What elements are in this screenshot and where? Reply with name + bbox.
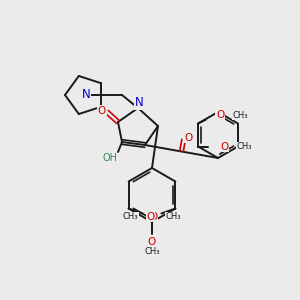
Text: CH₃: CH₃ xyxy=(123,212,138,221)
Text: O: O xyxy=(149,212,158,221)
Text: CH₃: CH₃ xyxy=(144,248,160,256)
Text: CH₃: CH₃ xyxy=(232,111,248,120)
Text: O: O xyxy=(220,142,228,152)
Text: CH₃: CH₃ xyxy=(236,142,252,151)
Text: CH₃: CH₃ xyxy=(166,212,181,221)
Text: N: N xyxy=(135,97,143,110)
Text: O: O xyxy=(148,237,156,247)
Text: O: O xyxy=(98,106,106,116)
Text: O: O xyxy=(146,212,154,221)
Text: O: O xyxy=(216,110,224,121)
Text: N: N xyxy=(82,88,90,100)
Text: OH: OH xyxy=(103,153,118,163)
Text: O: O xyxy=(184,133,193,143)
